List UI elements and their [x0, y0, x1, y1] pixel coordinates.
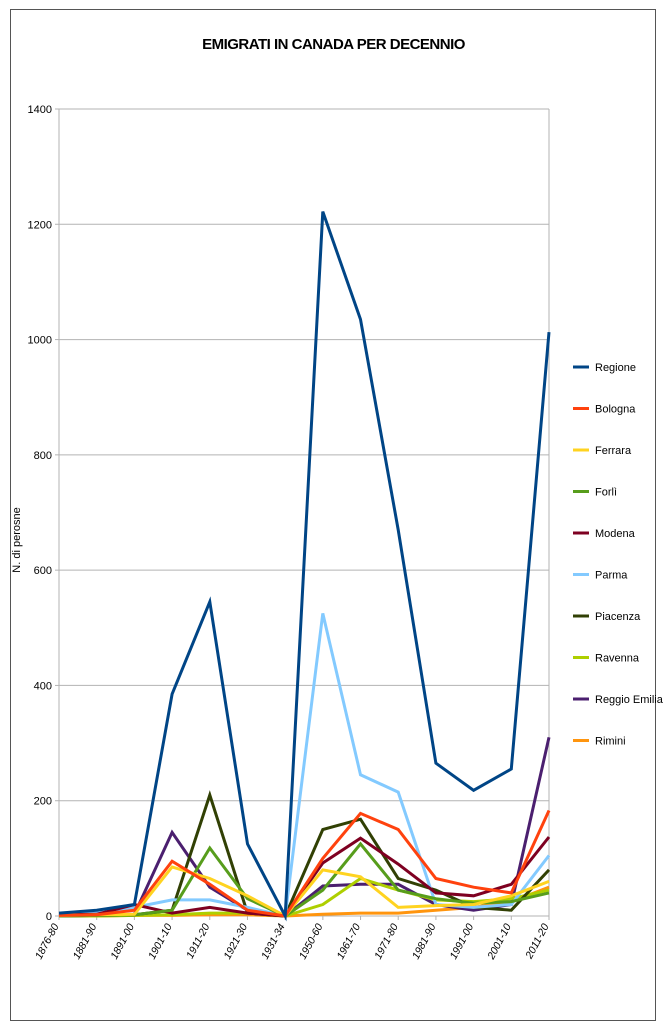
x-tick-label: 1921-30	[221, 922, 250, 962]
y-tick-label: 1400	[28, 104, 52, 116]
y-tick-label: 400	[34, 680, 52, 692]
x-tick-label: 2001-10	[485, 922, 514, 963]
legend-label: Rimini	[595, 736, 626, 748]
y-axis-label: N. di perosne	[11, 507, 23, 572]
legend-label: Parma	[595, 570, 628, 582]
x-tick-label: 1961-70	[334, 922, 363, 962]
y-tick-label: 600	[34, 565, 52, 577]
y-tick-label: 1000	[28, 335, 52, 347]
series-lines	[58, 211, 551, 922]
y-tick-label: 0	[46, 911, 52, 923]
legend-label: Forlì	[595, 487, 617, 499]
x-tick-label: 1881-90	[71, 922, 100, 962]
legend-label: Piacenza	[595, 611, 641, 623]
grid-lines	[55, 108, 550, 920]
legend-label: Ferrara	[595, 445, 632, 457]
y-tick-label: 1200	[28, 219, 52, 231]
series-line-ferrara	[58, 865, 550, 918]
x-tick-label: 1991-00	[448, 922, 477, 962]
chart-frame	[10, 9, 656, 1021]
legend-label: Modena	[595, 528, 636, 540]
series-line-regione	[58, 211, 551, 922]
x-tick-label: 1891-00	[108, 922, 137, 962]
legend-label: Bologna	[595, 404, 636, 416]
legend-label: Reggio Emilia	[595, 694, 664, 706]
y-axis-ticks: 0 200 400 600 800 1000 1200 1400	[28, 104, 52, 923]
x-tick-label: 1901-10	[146, 922, 175, 962]
legend-label: Ravenna	[595, 653, 640, 665]
y-tick-label: 200	[34, 796, 52, 808]
series-line-piacenza	[58, 790, 551, 918]
x-axis-ticks: 1876-80 1881-90 1891-00 1901-10 1911-20 1921-…	[33, 922, 552, 963]
chart-title: EMIGRATI IN CANADA PER DECENNIO	[202, 36, 465, 53]
x-tick-label: 1911-20	[184, 922, 212, 961]
y-tick-label: 800	[34, 450, 52, 462]
series-line-forl-	[58, 841, 550, 918]
series-line-bologna	[58, 809, 551, 918]
x-tick-label: 1931-34	[259, 922, 288, 962]
x-tick-label: 2011-20	[523, 922, 552, 962]
legend: Regione Bologna Ferrara Forlì Modena Parma Pia…	[573, 362, 664, 748]
x-tick-label: 1981-90	[410, 922, 439, 962]
x-tick-label: 1971-80	[372, 922, 401, 962]
legend-label: Regione	[595, 362, 636, 374]
x-tick-label: 1950-60	[297, 922, 326, 962]
x-tick-label: 1876-80	[33, 922, 62, 962]
